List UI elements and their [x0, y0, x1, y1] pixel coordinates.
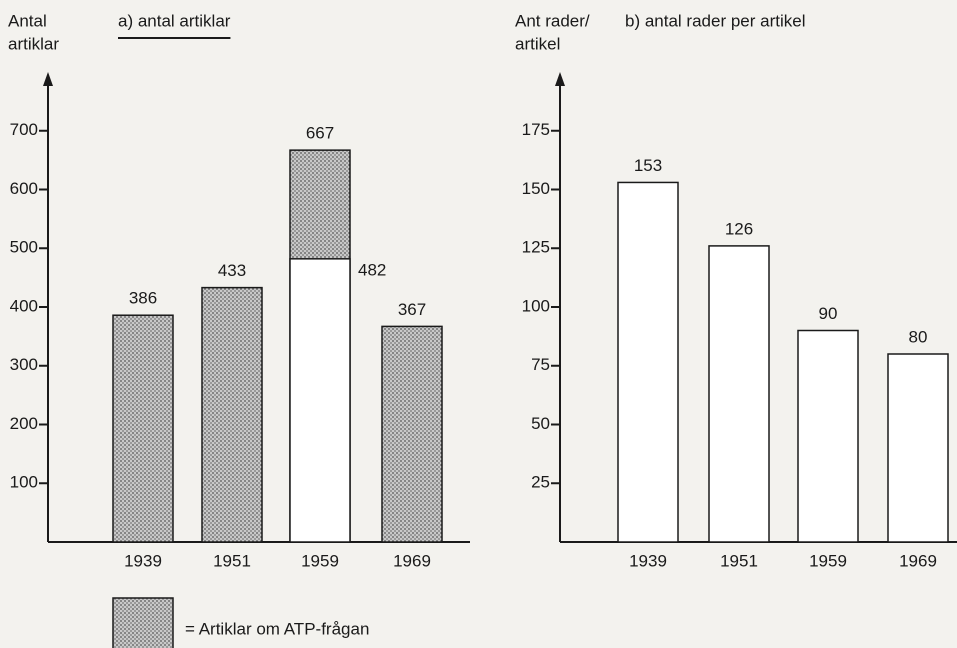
- y-tick-label: 100: [10, 473, 38, 492]
- x-tick-label: 1959: [809, 551, 847, 570]
- value-label: 367: [398, 300, 426, 319]
- x-tick-label: 1951: [720, 551, 758, 570]
- y-tick-label: 200: [10, 414, 38, 433]
- legend-label: = Artiklar om ATP-frågan: [185, 619, 369, 638]
- y-axis-arrow: [555, 72, 565, 86]
- x-tick-label: 1939: [629, 551, 667, 570]
- y-axis-label: artiklar: [8, 34, 59, 53]
- y-tick-label: 150: [522, 179, 550, 198]
- y-tick-label: 50: [531, 414, 550, 433]
- chart-title: a) antal artiklar: [118, 11, 231, 30]
- value-label: 126: [725, 219, 753, 238]
- y-tick-label: 300: [10, 355, 38, 374]
- bar: [201, 286, 263, 543]
- y-tick-label: 700: [10, 120, 38, 139]
- value-label: 667: [306, 124, 334, 143]
- value-label: 482: [358, 260, 386, 279]
- bar: [289, 258, 351, 543]
- y-tick-label: 100: [522, 296, 550, 315]
- value-label: 80: [909, 327, 928, 346]
- y-tick-label: 75: [531, 355, 550, 374]
- x-tick-label: 1969: [899, 551, 937, 570]
- y-axis-label: artikel: [515, 34, 560, 53]
- y-tick-label: 125: [522, 238, 550, 257]
- chart-title: b) antal rader per artikel: [625, 11, 805, 30]
- y-tick-label: 175: [522, 120, 550, 139]
- x-tick-label: 1969: [393, 551, 431, 570]
- bar: [617, 181, 679, 543]
- x-tick-label: 1959: [301, 551, 339, 570]
- y-tick-label: 600: [10, 179, 38, 198]
- y-axis-arrow: [43, 72, 53, 86]
- y-tick-label: 400: [10, 296, 38, 315]
- bar: [708, 245, 770, 543]
- x-tick-label: 1939: [124, 551, 162, 570]
- legend-swatch: [112, 597, 174, 648]
- x-tick-label: 1951: [213, 551, 251, 570]
- y-axis-label: Ant rader/: [515, 11, 590, 30]
- y-axis-label: Antal: [8, 11, 47, 30]
- y-tick-label: 25: [531, 473, 550, 492]
- y-tick-label: 500: [10, 238, 38, 257]
- bar: [797, 329, 859, 543]
- value-label: 386: [129, 289, 157, 308]
- value-label: 433: [218, 261, 246, 280]
- bar: [381, 325, 443, 543]
- value-label: 153: [634, 156, 662, 175]
- value-label: 90: [819, 304, 838, 323]
- bar: [112, 314, 174, 543]
- bar: [887, 353, 949, 543]
